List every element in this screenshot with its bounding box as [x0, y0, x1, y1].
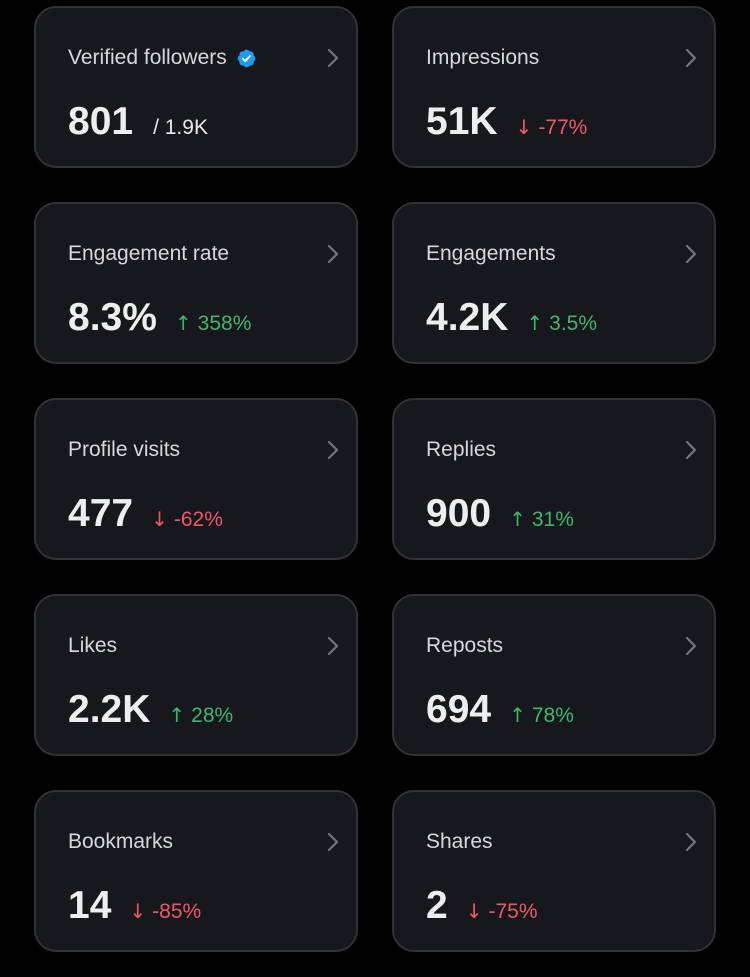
- chevron-right-icon[interactable]: [326, 635, 340, 657]
- metric-label: Replies: [426, 438, 497, 461]
- chevron-right-icon[interactable]: [326, 47, 340, 69]
- verified-badge-icon: [236, 48, 257, 69]
- metric-label: Impressions: [426, 46, 540, 69]
- metric-value-row: 694 ↑ 78%: [426, 690, 574, 730]
- metric-value: 477: [68, 492, 134, 535]
- metric-change: ↑ 28%: [168, 703, 233, 728]
- chevron-right-icon[interactable]: [684, 243, 698, 265]
- metrics-grid: Verified followers 801 / 1.9K Impression…: [34, 6, 716, 952]
- metric-value-row: 14 ↓ -85%: [68, 886, 201, 926]
- metric-change-value: 3.5%: [549, 312, 598, 335]
- metric-card-bookmarks[interactable]: Bookmarks 14 ↓ -85%: [34, 790, 358, 952]
- metric-change-value: 78%: [531, 704, 574, 727]
- arrow-down-icon: ↓: [129, 899, 147, 923]
- metric-change-value: 31%: [531, 508, 574, 531]
- metric-label: Reposts: [426, 634, 504, 657]
- metric-value: 900: [426, 492, 492, 535]
- metric-value-row: 8.3% ↑ 358%: [68, 298, 251, 338]
- metric-label: Likes: [68, 634, 118, 657]
- metric-change: ↓ -77%: [516, 115, 588, 140]
- metric-value-row: 477 ↓ -62%: [68, 494, 223, 534]
- metric-label: Engagements: [426, 242, 556, 265]
- metric-label: Bookmarks: [68, 830, 174, 853]
- metric-label: Engagement rate: [68, 242, 230, 265]
- metric-value-row: 801 / 1.9K: [68, 102, 208, 142]
- metric-card-impressions[interactable]: Impressions 51K ↓ -77%: [392, 6, 716, 168]
- chevron-right-icon[interactable]: [684, 831, 698, 853]
- metric-value-row: 4.2K ↑ 3.5%: [426, 298, 597, 338]
- arrow-up-icon: ↑: [174, 311, 192, 335]
- metric-change: ↑ 31%: [509, 507, 574, 532]
- metric-label: Profile visits: [68, 438, 181, 461]
- metric-value-row: 900 ↑ 31%: [426, 494, 574, 534]
- metric-value: 4.2K: [426, 296, 509, 339]
- metric-value: 2: [426, 884, 448, 927]
- metric-change: ↓ -85%: [129, 899, 201, 924]
- chevron-right-icon[interactable]: [684, 47, 698, 69]
- metric-change-value: -77%: [538, 116, 588, 139]
- arrow-down-icon: ↓: [151, 507, 168, 531]
- metric-card-likes[interactable]: Likes 2.2K ↑ 28%: [34, 594, 358, 756]
- metric-value: 2.2K: [68, 688, 151, 731]
- arrow-down-icon: ↓: [465, 899, 483, 923]
- metric-card-profile-visits[interactable]: Profile visits 477 ↓ -62%: [34, 398, 358, 560]
- metric-value: 8.3%: [68, 296, 157, 339]
- arrow-down-icon: ↓: [515, 115, 533, 139]
- chevron-right-icon[interactable]: [326, 439, 340, 461]
- metric-change: ↑ 358%: [175, 311, 251, 336]
- chevron-right-icon[interactable]: [684, 635, 698, 657]
- metric-label: Verified followers: [68, 46, 227, 69]
- metric-value: 694: [426, 688, 492, 731]
- metric-value: 801: [68, 100, 134, 143]
- metric-change-value: -75%: [488, 900, 538, 923]
- metric-label: Shares: [426, 830, 493, 853]
- chevron-right-icon[interactable]: [326, 831, 340, 853]
- arrow-up-icon: ↑: [168, 703, 186, 727]
- arrow-up-icon: ↑: [509, 703, 526, 727]
- metric-change-value: 358%: [197, 312, 252, 335]
- metric-value: 14: [68, 884, 112, 927]
- metric-change: ↑ 78%: [509, 703, 574, 728]
- metric-total: / 1.9K: [153, 116, 208, 139]
- metric-value-row: 51K ↓ -77%: [426, 102, 587, 142]
- arrow-up-icon: ↑: [509, 507, 526, 531]
- metric-card-replies[interactable]: Replies 900 ↑ 31%: [392, 398, 716, 560]
- metric-value: 51K: [426, 100, 498, 143]
- metric-card-engagement-rate[interactable]: Engagement rate 8.3% ↑ 358%: [34, 202, 358, 364]
- metric-change-value: 28%: [191, 704, 234, 727]
- metric-change: ↓ -75%: [466, 899, 538, 924]
- metric-change-value: -85%: [152, 900, 202, 923]
- chevron-right-icon[interactable]: [326, 243, 340, 265]
- metric-value-row: 2 ↓ -75%: [426, 886, 538, 926]
- metric-card-verified-followers[interactable]: Verified followers 801 / 1.9K: [34, 6, 358, 168]
- metric-card-reposts[interactable]: Reposts 694 ↑ 78%: [392, 594, 716, 756]
- metric-change: ↓ -62%: [151, 507, 223, 532]
- metric-card-engagements[interactable]: Engagements 4.2K ↑ 3.5%: [392, 202, 716, 364]
- chevron-right-icon[interactable]: [684, 439, 698, 461]
- metric-change-value: -62%: [173, 508, 223, 531]
- metric-card-shares[interactable]: Shares 2 ↓ -75%: [392, 790, 716, 952]
- arrow-up-icon: ↑: [526, 311, 544, 335]
- metric-change: ↑ 3.5%: [526, 311, 597, 336]
- metric-label-container: Verified followers: [68, 45, 257, 71]
- metric-value-row: 2.2K ↑ 28%: [68, 690, 233, 730]
